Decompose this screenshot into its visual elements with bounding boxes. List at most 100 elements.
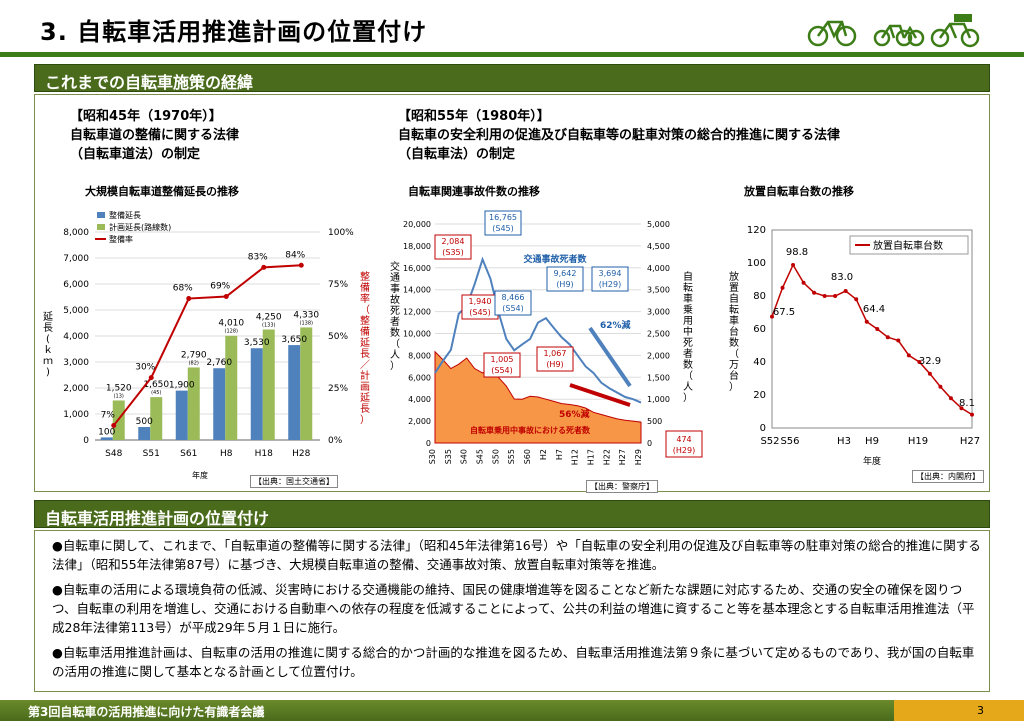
chart2-annotation: 1,005 xyxy=(491,355,514,364)
chart2-xtick: S60 xyxy=(523,449,532,464)
chart1-label-plan: 1,520 xyxy=(106,383,132,393)
chart2-annotation-box xyxy=(591,266,629,292)
chart3-data-label: 83.0 xyxy=(831,272,853,283)
chart2-y2tick: 500 xyxy=(647,417,662,426)
chart2-annotation: 8,466 xyxy=(502,293,525,302)
chart2-source: 【出典：警察庁】 xyxy=(586,480,658,493)
chart2-xtick: S30 xyxy=(428,449,437,464)
chart2-ytick: 10,000 xyxy=(403,330,431,339)
chart2-ytick: 0 xyxy=(426,439,431,448)
chart2-xtick: S40 xyxy=(460,449,469,464)
chart3-point xyxy=(822,294,827,298)
chart1-ytick: 6,000 xyxy=(63,280,89,290)
chart3-ytick: 60 xyxy=(753,324,766,335)
chart3-line xyxy=(771,263,973,416)
chart1-route-count: (13) xyxy=(114,393,124,399)
chart1-xtick: S48 xyxy=(105,449,122,459)
chart3-ytick: 20 xyxy=(753,390,766,401)
chart2-annotation: 1,067 xyxy=(544,349,567,358)
chart2-xtick: H12 xyxy=(571,449,580,465)
chart3-data-label: 64.4 xyxy=(863,304,885,315)
chart2-decrease-bottom: 56%減 xyxy=(559,408,590,420)
chart2-annotation-box xyxy=(434,234,472,260)
chart2-xtick: H27 xyxy=(618,449,627,465)
chart1-ytick: 3,000 xyxy=(63,358,89,368)
chart1-bar-built xyxy=(250,348,263,440)
law1-year: 【昭和45年（1970年）】 xyxy=(70,109,222,124)
chart1-label-built: 2,760 xyxy=(206,358,232,368)
chart1-rate-label: 7% xyxy=(101,410,116,420)
chart3-point xyxy=(864,319,869,324)
chart1-legend-rate: 整備率 xyxy=(109,234,133,244)
footer-meeting-name: 第3回自転車の活用推進に向けた有識者会議 xyxy=(0,700,1024,721)
chart3-point xyxy=(885,335,890,340)
chart3-legend-box xyxy=(849,235,969,255)
chart1-rate-label: 83% xyxy=(248,252,268,262)
chart3-ylabel: 放置自転車台数（万台） xyxy=(729,270,739,393)
chart1-rate-label: 30% xyxy=(135,363,155,373)
chart3-point xyxy=(791,262,796,267)
chart2-label-top: 交通事故死者数 xyxy=(523,253,587,265)
chart2-annotation: (H29) xyxy=(673,446,695,455)
chart1-xtick: H28 xyxy=(292,449,310,459)
chart2-ytick: 18,000 xyxy=(403,242,431,251)
chart1-ytick: 1,000 xyxy=(63,410,89,420)
chart1-rate-label: 69% xyxy=(210,281,230,291)
chart1-xtick: S61 xyxy=(180,449,197,459)
page-number: 3 xyxy=(894,700,1024,721)
bullet-list: ●自転車に関して、これまで、「自転車道の整備等に関する法律」（昭和45年法律第1… xyxy=(52,536,982,687)
chart3-point xyxy=(906,353,911,358)
chart2-annotation: (H9) xyxy=(546,360,563,369)
chart2-annotation: 1,940 xyxy=(469,297,492,306)
chart1-label-plan: 2,790 xyxy=(181,350,207,360)
chart2-annotation-box xyxy=(546,266,584,292)
chart2-annotation-box xyxy=(665,430,703,458)
chart2-ytick: 8,000 xyxy=(408,351,431,360)
chart3-point xyxy=(801,280,806,285)
chart3-point xyxy=(938,384,943,389)
chart1-xtick: H8 xyxy=(220,449,233,459)
chart3-ytick: 120 xyxy=(747,225,766,236)
chart1-label-plan: 4,330 xyxy=(293,310,319,320)
chart1-bar-built xyxy=(175,390,188,440)
chart1-y2tick: 100% xyxy=(328,228,354,238)
chart1-rate-line xyxy=(112,264,302,427)
chart2-y2label: 自転車乗用中死者数（人） xyxy=(683,270,693,404)
chart1-rate-label: 84% xyxy=(285,250,305,260)
chart2-decrease-arrow-top xyxy=(588,326,632,388)
chart3-point xyxy=(770,314,774,319)
chart3-data-label: 8.1 xyxy=(959,398,975,409)
chart1-bar-built xyxy=(288,345,301,440)
chart3-data-label: 67.5 xyxy=(773,307,795,318)
chart2-ylabel: 交通事故死者数（人） xyxy=(390,260,400,372)
chart2-xtick: H2 xyxy=(539,449,548,460)
chart3-point xyxy=(780,285,785,290)
chart2-ytick: 14,000 xyxy=(403,286,431,295)
chart1-ytick: 7,000 xyxy=(63,254,89,264)
law2-name: 自転車の安全利用の促進及び自転車等の駐車対策の総合的推進に関する法律 xyxy=(398,128,841,143)
chart2-annotation: (S45) xyxy=(492,224,514,233)
chart2-annotation-box xyxy=(484,210,522,236)
chart1-ytick: 5,000 xyxy=(63,306,89,316)
chart3-data-label: 98.8 xyxy=(786,247,808,258)
chart3-ytick: 100 xyxy=(747,258,766,269)
chart1-road-extension: 0 1,000 2,000 3,000 4,000 5,000 6,000 7,000 8,00… xyxy=(43,210,370,480)
chart3-point xyxy=(896,338,901,343)
chart2-xtick: S55 xyxy=(507,449,516,464)
chart2-decrease-arrow-bottom xyxy=(569,383,631,407)
chart3-xtick: H3 xyxy=(837,436,851,447)
chart2-ytick: 4,000 xyxy=(408,395,431,404)
chart3-plot-frame xyxy=(771,229,973,429)
chart1-bar-built xyxy=(213,368,226,440)
chart2-annotation: 474 xyxy=(676,435,691,444)
chart3-ytick: 80 xyxy=(753,291,766,302)
chart3-ytick: 40 xyxy=(753,357,766,368)
chart2-y2tick: 3,500 xyxy=(647,286,670,295)
chart1-rate-point xyxy=(186,296,192,302)
chart1-rate-point xyxy=(298,262,304,268)
chart1-y2tick: 0% xyxy=(328,436,343,446)
chart1-xtick: H18 xyxy=(255,449,273,459)
bullet-1: ●自転車に関して、これまで、「自転車道の整備等に関する法律」（昭和45年法律第1… xyxy=(52,538,981,572)
chart3-point xyxy=(927,371,932,376)
chart2-y2tick: 4,000 xyxy=(647,264,670,273)
